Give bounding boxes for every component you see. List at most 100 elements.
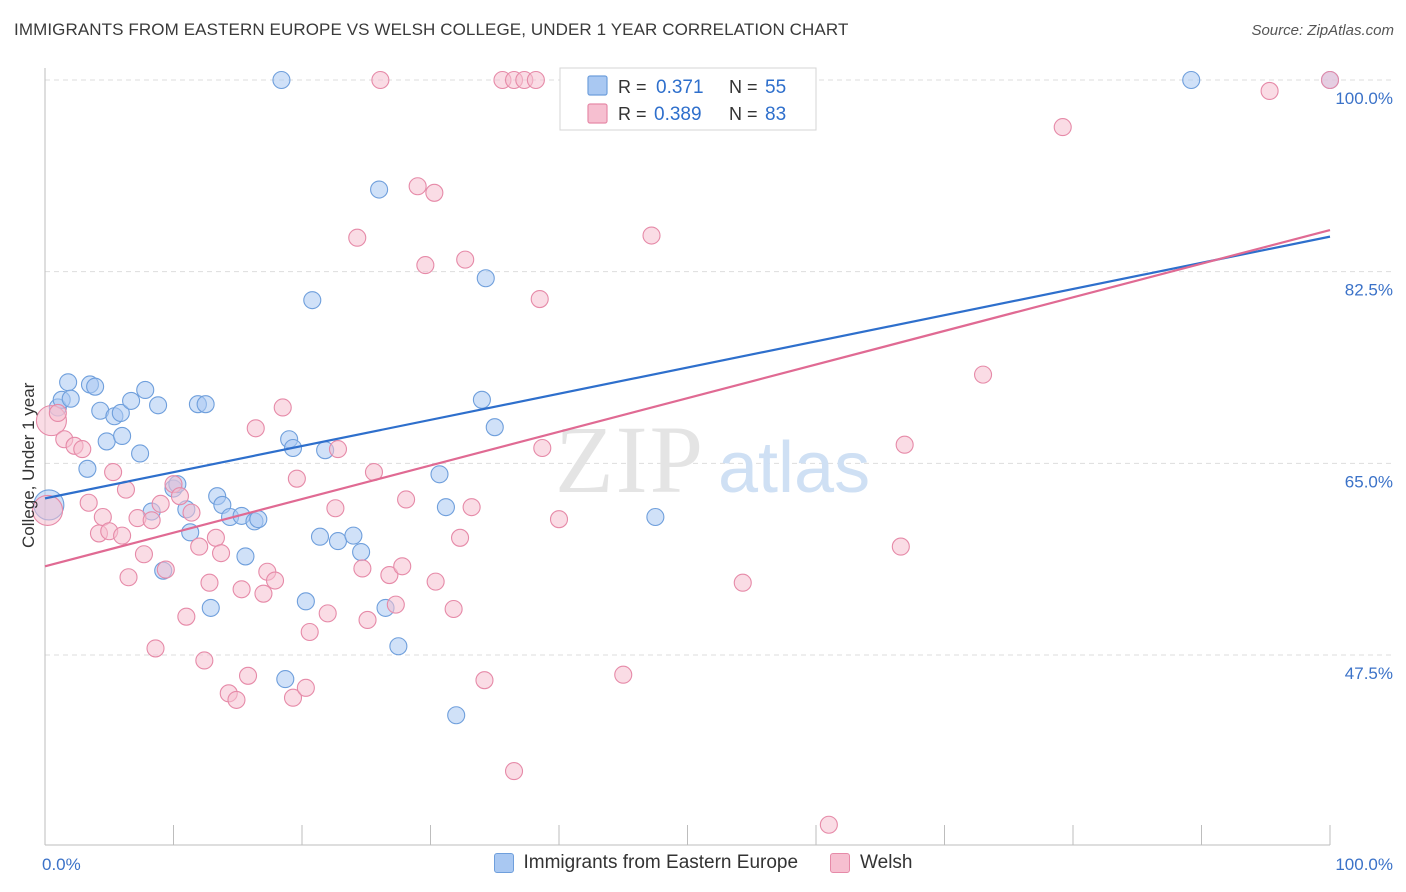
y-tick-label: 47.5% <box>1345 664 1393 683</box>
point-welsh <box>456 250 475 269</box>
chart-source: Source: ZipAtlas.com <box>1251 22 1394 39</box>
point-eastern-europe <box>236 547 255 566</box>
point-welsh <box>318 604 337 623</box>
point-eastern-europe <box>1182 70 1201 90</box>
legend-n-label-1: N = <box>729 77 758 97</box>
watermark-atlas: atlas <box>718 428 870 508</box>
point-welsh <box>386 595 405 614</box>
legend-label-eastern-europe: Immigrants from Eastern Europe <box>523 852 799 873</box>
point-welsh <box>533 438 552 458</box>
point-welsh <box>526 70 545 90</box>
point-eastern-europe <box>111 403 130 423</box>
y-tick-label: 100.0% <box>1335 89 1393 108</box>
trend-line-welsh <box>44 228 1331 568</box>
point-welsh <box>973 365 993 384</box>
point-eastern-europe <box>131 444 150 463</box>
x-tick-label: 0.0% <box>42 855 81 874</box>
point-welsh <box>530 289 549 309</box>
legend-item-welsh[interactable]: Welsh <box>830 852 913 874</box>
point-welsh <box>1260 81 1279 101</box>
point-welsh <box>353 559 372 578</box>
point-welsh <box>504 762 524 781</box>
point-welsh <box>119 568 138 587</box>
point-eastern-europe <box>249 510 268 529</box>
legend-swatch-welsh <box>830 853 851 873</box>
point-welsh <box>1320 70 1340 90</box>
point-welsh <box>246 419 265 438</box>
point-eastern-europe <box>344 526 363 545</box>
stats-legend: R = 0.371 N = 55 R = 0.389 N = 83 <box>559 67 817 131</box>
point-welsh <box>113 526 132 545</box>
legend-item-eastern-europe[interactable]: Immigrants from Eastern Europe <box>493 852 799 874</box>
point-welsh <box>283 688 303 707</box>
point-welsh <box>211 544 231 563</box>
point-welsh <box>642 226 661 245</box>
point-welsh <box>891 537 910 556</box>
point-welsh <box>444 599 463 619</box>
point-welsh <box>614 665 633 684</box>
point-welsh <box>73 440 92 459</box>
point-welsh <box>32 494 64 526</box>
point-welsh <box>425 183 444 202</box>
point-welsh <box>232 580 251 599</box>
point-eastern-europe <box>272 70 291 90</box>
point-welsh <box>1053 118 1072 137</box>
point-welsh <box>146 639 165 658</box>
bottom-legend: Immigrants from Eastern Europe Welsh <box>0 852 1406 874</box>
point-welsh <box>371 70 390 90</box>
point-welsh <box>296 678 315 697</box>
point-eastern-europe <box>97 432 116 451</box>
point-welsh <box>287 469 306 488</box>
legend-r-label-1: R = <box>618 77 647 97</box>
point-welsh <box>190 537 209 556</box>
point-welsh <box>451 528 470 547</box>
point-welsh <box>326 499 345 518</box>
point-welsh <box>227 690 246 709</box>
point-eastern-europe <box>447 706 466 725</box>
point-welsh <box>104 463 123 482</box>
point-welsh <box>426 572 445 591</box>
point-welsh <box>475 671 494 690</box>
legend-n-value-1: 55 <box>765 77 786 98</box>
point-welsh <box>238 666 258 685</box>
legend-n-value-2: 83 <box>765 104 786 125</box>
point-eastern-europe <box>389 637 408 656</box>
point-welsh <box>195 651 214 670</box>
y-tick-label: 82.5% <box>1345 281 1393 300</box>
point-eastern-europe <box>86 377 105 396</box>
point-welsh <box>380 565 399 585</box>
point-eastern-europe <box>59 373 78 392</box>
point-eastern-europe <box>276 670 295 689</box>
point-eastern-europe <box>303 291 322 310</box>
point-eastern-europe <box>149 396 168 415</box>
point-welsh <box>177 607 196 626</box>
point-welsh <box>549 510 569 529</box>
watermark-zip: ZIP <box>555 406 705 513</box>
point-welsh <box>182 503 201 522</box>
point-eastern-europe <box>136 380 155 400</box>
point-welsh <box>79 493 98 512</box>
point-welsh <box>819 815 838 834</box>
legend-n-label-2: N = <box>729 104 758 124</box>
point-welsh <box>151 494 170 513</box>
point-welsh <box>300 622 319 642</box>
point-welsh <box>733 573 752 592</box>
chart-title: IMMIGRANTS FROM EASTERN EUROPE VS WELSH … <box>14 20 849 39</box>
point-welsh <box>254 584 273 603</box>
point-eastern-europe <box>328 532 348 551</box>
y-axis-label: College, Under 1 year <box>19 382 38 548</box>
legend-swatch-blue <box>587 75 608 96</box>
trend-line-eastern-europe <box>44 235 1331 500</box>
point-welsh <box>408 177 427 196</box>
point-welsh <box>895 435 914 454</box>
point-eastern-europe <box>485 418 504 437</box>
point-welsh <box>358 610 377 630</box>
point-eastern-europe <box>476 269 495 288</box>
point-welsh <box>273 398 292 417</box>
point-welsh <box>397 490 416 509</box>
point-welsh <box>134 545 153 564</box>
point-welsh <box>170 487 189 506</box>
point-eastern-europe <box>310 527 330 546</box>
point-eastern-europe <box>646 507 665 527</box>
